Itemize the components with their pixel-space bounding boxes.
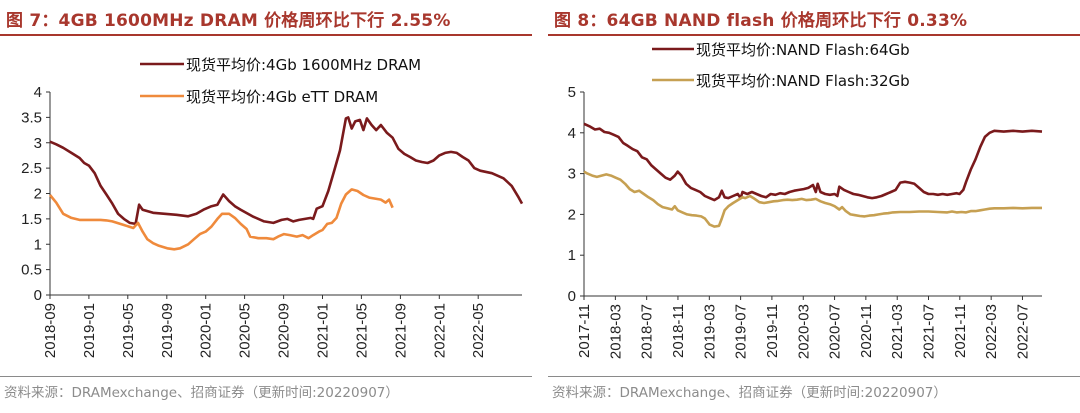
y-tick-label: 1 <box>34 236 42 253</box>
x-tick-label: 2017-11 <box>576 304 593 358</box>
x-tick-label: 2022-05 <box>470 303 487 358</box>
source-divider <box>548 376 1080 377</box>
x-tick-label: 2018-07 <box>639 304 656 359</box>
y-tick-label: 5 <box>568 84 576 101</box>
x-tick-label: 2019-07 <box>733 304 750 359</box>
y-tick-label: 4 <box>34 84 42 101</box>
y-tick-label: 2 <box>34 186 42 203</box>
y-tick-label: 4 <box>568 125 576 142</box>
x-tick-label: 2018-09 <box>42 303 59 358</box>
y-tick-label: 3 <box>34 135 42 152</box>
y-tick-label: 3.5 <box>21 109 42 126</box>
x-tick-label: 2019-05 <box>120 303 137 358</box>
x-tick-label: 2021-03 <box>889 304 906 359</box>
y-tick-label: 0.5 <box>21 262 42 279</box>
x-tick-label: 2021-09 <box>392 303 409 358</box>
legend-label-2: 现货平均价:NAND Flash:32Gb <box>696 72 910 90</box>
x-tick-label: 2022-01 <box>431 303 448 358</box>
x-tick-label: 2018-03 <box>607 304 624 359</box>
series-line-1 <box>583 122 1043 202</box>
x-tick-label: 2021-07 <box>921 304 938 359</box>
x-tick-label: 2022-07 <box>1014 304 1031 359</box>
source-note: 资料来源：DRAMexchange、招商证券（更新时间:20220907） <box>552 385 947 401</box>
y-tick-label: 1.5 <box>21 211 42 228</box>
chart-panel-nand: 图 8：64GB NAND flash 价格周环比下行 0.33% 0 1 2 3 4 5… <box>548 0 1080 413</box>
x-tick-label: 2020-07 <box>827 304 844 359</box>
x-tick-label: 2020-05 <box>237 303 254 358</box>
x-tick-label: 2019-01 <box>81 303 98 358</box>
series-line-1 <box>49 116 524 226</box>
source-note: 资料来源：DRAMexchange、招商证券（更新时间:20220907） <box>4 385 399 401</box>
chart-title: 图 7：4GB 1600MHz DRAM 价格周环比下行 2.55% <box>6 11 451 31</box>
dram-price-chart: 0 0.5 1 1.5 2 2.5 3 3.5 4 2018-09 2019-01 2019-05 20… <box>21 56 524 358</box>
chart-title: 图 8：64GB NAND flash 价格周环比下行 0.33% <box>554 11 968 31</box>
x-tick-label: 2022-03 <box>983 304 1000 359</box>
legend-label-2: 现货平均价:4Gb eTT DRAM <box>186 88 378 106</box>
title-divider <box>548 34 1080 36</box>
x-tick-label: 2018-11 <box>670 304 687 358</box>
x-tick-label: 2019-11 <box>764 304 781 358</box>
series-line-2 <box>48 188 394 251</box>
y-tick-label: 2 <box>568 206 576 223</box>
x-tick-label: 2021-05 <box>353 303 370 358</box>
y-tick-label: 1 <box>568 247 576 264</box>
legend-label-1: 现货平均价:NAND Flash:64Gb <box>696 41 910 59</box>
series-line-2 <box>583 170 1042 228</box>
x-tick-label: 2021-11 <box>952 304 969 358</box>
legend-label-1: 现货平均价:4Gb 1600MHz DRAM <box>186 56 421 74</box>
y-tick-label: 2.5 <box>21 160 42 177</box>
title-divider <box>0 34 532 36</box>
x-tick-label: 2020-11 <box>858 304 875 358</box>
x-tick-label: 2020-01 <box>198 303 215 358</box>
x-tick-label: 2020-09 <box>276 303 293 358</box>
x-tick-label: 2019-09 <box>159 303 176 358</box>
x-tick-label: 2020-03 <box>795 304 812 359</box>
y-tick-label: 0 <box>34 287 42 304</box>
y-tick-label: 3 <box>568 166 576 183</box>
x-tick-label: 2021-01 <box>315 303 332 358</box>
nand-price-chart: 0 1 2 3 4 5 2017-11 2018-03 2018-07 2018-11 2019-0… <box>568 41 1043 359</box>
chart-panel-dram: 图 7：4GB 1600MHz DRAM 价格周环比下行 2.55% 0 0.5 1… <box>0 0 532 413</box>
y-tick-label: 0 <box>568 288 576 305</box>
source-divider <box>0 376 532 377</box>
x-tick-label: 2019-03 <box>701 304 718 359</box>
